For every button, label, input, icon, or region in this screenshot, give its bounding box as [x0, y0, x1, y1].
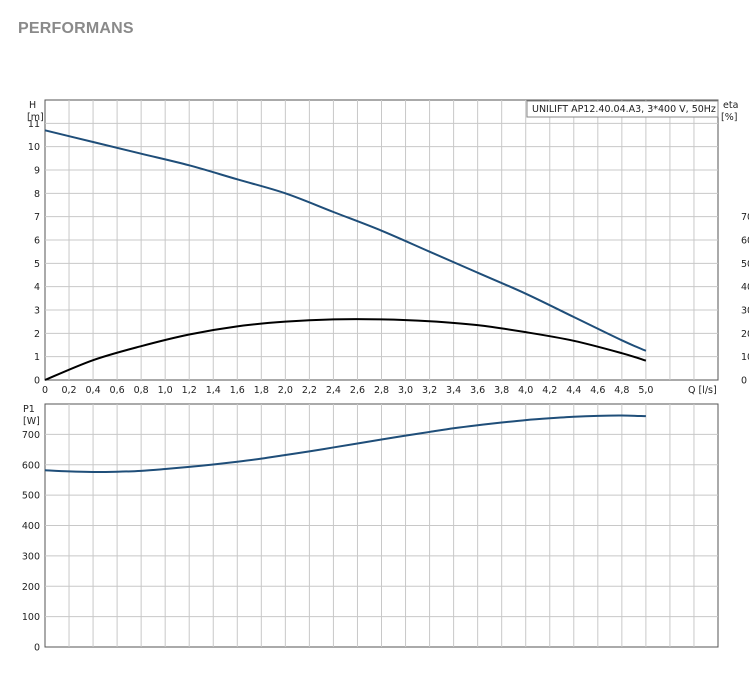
y-axis-unit-m: [m] — [27, 112, 44, 123]
y-left-tick-label: 9 — [34, 166, 40, 177]
x-tick-label: 0,8 — [134, 385, 149, 396]
efficiency-curve — [44, 318, 647, 381]
y-left-tick-label: 10 — [28, 142, 40, 153]
x-tick-label: 3,2 — [422, 385, 437, 396]
x-tick-label: 4,6 — [590, 385, 605, 396]
legend-box — [526, 100, 719, 118]
page-title: PERFORMANS — [18, 20, 134, 37]
y-axis-label-eta: eta — [723, 100, 738, 111]
y-power-tick-label: 400 — [22, 521, 40, 532]
x-tick-label: 4,2 — [542, 385, 557, 396]
x-tick-label: 2,6 — [350, 385, 365, 396]
y-left-tick-label: 6 — [34, 236, 40, 247]
x-tick-labels: 0 0,2 0,4 0,6 0,8 1,0 1,2 1,4 1,6 1,8 2,0 2,2 2,4 2,6… — [42, 385, 653, 396]
y-right-tick-label: 60 — [741, 236, 749, 247]
y-right-tick-label: 70 — [741, 212, 749, 223]
x-tick-label: 1,4 — [206, 385, 221, 396]
head-curve — [44, 129, 647, 352]
y-left-tick-label: 7 — [34, 212, 40, 223]
y-left-tick-label: 0 — [34, 376, 40, 387]
power-chart: 0 100 200 300 400 500 600 700 P1 [W] — [22, 403, 719, 654]
y-power-tick-label: 700 — [22, 430, 40, 441]
x-axis-label: Q [l/s] — [688, 385, 717, 396]
chart-legend: UNILIFT AP12.40.04.A3, 3*400 V, 50Hz — [526, 100, 719, 118]
x-tick-label: 1,8 — [254, 385, 269, 396]
bottom-chart-series — [44, 414, 646, 474]
y-left-tick-label: 8 — [34, 189, 40, 200]
x-tick-label: 0,4 — [86, 385, 101, 396]
y-left-tick-labels: 0 1 2 3 4 5 6 7 8 9 10 11 — [28, 119, 40, 387]
x-tick-label: 0,2 — [61, 385, 76, 396]
x-tick-label: 0 — [42, 385, 48, 396]
y-left-tick-label: 5 — [34, 259, 40, 270]
y-power-tick-label: 500 — [22, 491, 40, 502]
y-left-tick-label: 11 — [28, 119, 40, 130]
x-tick-label: 3,0 — [398, 385, 413, 396]
y-right-tick-label: 40 — [741, 282, 749, 293]
x-tick-label: 1,2 — [182, 385, 197, 396]
y-left-tick-label: 1 — [34, 352, 40, 363]
x-tick-label: 3,8 — [494, 385, 509, 396]
y-left-tick-label: 4 — [34, 282, 40, 293]
y-power-tick-label: 300 — [22, 551, 40, 562]
y-right-tick-label: 0 — [741, 376, 747, 387]
power-curve — [44, 414, 646, 474]
y-power-tick-label: 600 — [22, 460, 40, 471]
x-tick-label: 2,0 — [278, 385, 293, 396]
x-tick-label: 1,0 — [158, 385, 173, 396]
x-tick-label: 3,4 — [446, 385, 461, 396]
x-tick-label: 2,2 — [302, 385, 317, 396]
x-tick-label: 3,6 — [470, 385, 485, 396]
y-power-tick-labels: 0 100 200 300 400 500 600 700 — [22, 430, 40, 654]
y-left-tick-label: 3 — [34, 306, 40, 317]
y-right-tick-label: 50 — [741, 259, 749, 270]
legend-entry: UNILIFT AP12.40.04.A3, 3*400 V, 50Hz — [532, 104, 716, 115]
x-tick-label: 2,8 — [374, 385, 389, 396]
y-right-tick-label: 10 — [741, 352, 749, 363]
x-tick-label: 2,4 — [326, 385, 341, 396]
x-tick-label: 4,0 — [518, 385, 533, 396]
x-tick-label: 0,6 — [110, 385, 125, 396]
x-tick-label: 5,0 — [638, 385, 653, 396]
y-power-tick-label: 100 — [22, 612, 40, 623]
y-axis-label-h: H — [29, 100, 36, 111]
y-axis-unit-w: [W] — [23, 416, 40, 427]
y-left-tick-label: 2 — [34, 329, 40, 340]
y-power-tick-label: 0 — [34, 643, 40, 654]
y-axis-unit-percent: [%] — [721, 112, 737, 123]
y-right-tick-label: 20 — [741, 329, 749, 340]
y-power-tick-label: 200 — [22, 582, 40, 593]
y-right-tick-labels: 0 10 20 30 40 50 60 70 — [741, 212, 749, 386]
x-tick-label: 1,6 — [230, 385, 245, 396]
bottom-chart-grid — [45, 404, 718, 647]
y-right-tick-label: 30 — [741, 306, 749, 317]
top-chart-series — [44, 129, 647, 381]
x-tick-label: 4,4 — [566, 385, 581, 396]
head-efficiency-chart: 0 0,2 0,4 0,6 0,8 1,0 1,2 1,4 1,6 1,8 2,0 2,2 2,4 2,6… — [27, 99, 749, 396]
top-chart-grid — [45, 100, 718, 380]
y-axis-label-p1: P1 — [23, 404, 35, 415]
x-tick-label: 4,8 — [614, 385, 629, 396]
